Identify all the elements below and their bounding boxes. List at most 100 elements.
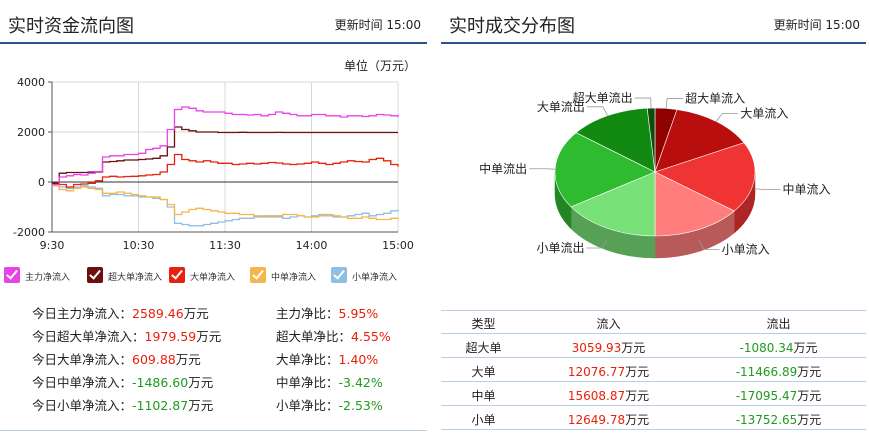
update-time: 15:00 (825, 18, 860, 32)
fund-flow-legend: 主力净流入 超大单净流入 大单净流入 中单净流入 小单净流入 (4, 266, 434, 286)
stat-row: 今日主力净流入：2589.46万元 主力净比：5.95% (0, 303, 427, 326)
unit-label: 单位（万元） (344, 59, 417, 73)
stat-label: 今日超大单净流入： (32, 329, 145, 344)
legend-checkbox-icon[interactable] (331, 267, 347, 283)
pie-slice (654, 109, 745, 173)
pie-slice-label: 小单流入 (722, 242, 770, 256)
stat-label: 大单净比： (276, 352, 339, 367)
net-ratio-stat: 超大单净比：4.55% (276, 326, 391, 345)
legend-checkbox-icon[interactable] (169, 267, 185, 283)
type-cell: 小单 (471, 413, 496, 427)
stat-label: 中单净比： (276, 375, 339, 390)
update-time: 15:00 (386, 18, 421, 32)
stat-unit: 万元 (196, 329, 222, 344)
series-line-1 (52, 106, 399, 186)
x-tick-label: 11:30 (209, 239, 241, 252)
net-inflow-stat: 今日主力净流入：2589.46万元 (32, 303, 209, 322)
stat-value: -3.42% (338, 375, 383, 390)
y-tick-label: 0 (38, 176, 45, 189)
outflow-cell: -17095.47万元 (735, 389, 822, 403)
legend-checkbox-icon[interactable] (250, 267, 266, 283)
stat-label: 今日小单净流入： (32, 398, 133, 413)
net-inflow-stat: 今日大单净流入：609.88万元 (32, 349, 201, 368)
trade-distribution-update-time: 更新时间 15:00 (774, 16, 860, 33)
legend-label: 中单净流入 (271, 273, 317, 283)
fund-flow-line-chart: 9:30 10:30 11:30 14:00 15:00 4000 2000 0 -2000 (13, 76, 414, 252)
trade-distribution-header: 实时成交分布图 更新时间 15:00 (441, 0, 866, 44)
legend-checkbox-icon[interactable] (87, 267, 103, 283)
outflow-cell: -13752.65万元 (735, 413, 822, 427)
pie-slice-label: 中单流入 (783, 182, 831, 197)
pie-leader-line (698, 240, 720, 250)
pie-slice-label: 大单流出 (537, 100, 585, 114)
pie-leader-line (586, 239, 608, 249)
pie-slice-label: 超大单流出 (573, 90, 633, 105)
fund-flow-title: 实时资金流向图 (8, 16, 134, 37)
stat-value: 609.88 (132, 352, 176, 367)
divider (0, 430, 427, 431)
update-label: 更新时间 (773, 18, 822, 32)
divider (441, 310, 866, 311)
stat-value: -2.53% (338, 398, 383, 413)
net-inflow-stat: 今日中单净流入：-1486.60万元 (32, 372, 213, 391)
stat-row: 今日超大单净流入：1979.59万元 超大单净比：4.55% (0, 326, 427, 349)
update-label: 更新时间 (334, 18, 383, 32)
type-cell: 大单 (471, 365, 496, 379)
pie-slice (654, 171, 735, 237)
stat-value: -1486.60 (132, 375, 189, 390)
pie-slice (654, 142, 756, 212)
table-cell: 流出 (766, 317, 791, 331)
stat-value: 1.40% (338, 352, 379, 367)
stat-row: 今日大单净流入：609.88万元 大单净比：1.40% (0, 349, 427, 372)
legend-label: 小单净流入 (352, 273, 398, 283)
pie-leader-line (586, 106, 609, 116)
stat-label: 今日主力净流入： (32, 306, 133, 321)
pie-slice (570, 171, 656, 237)
x-tick-label: 14:00 (296, 239, 328, 252)
pie-leader-line (715, 113, 739, 122)
outflow-cell: -1080.34万元 (739, 341, 818, 355)
stat-unit: 万元 (188, 375, 214, 390)
net-ratio-stat: 主力净比：5.95% (276, 303, 378, 322)
stat-label: 今日大单净流入： (32, 352, 133, 367)
inflow-cell: 12649.78万元 (567, 413, 650, 427)
legend-checkbox-icon[interactable] (4, 267, 20, 283)
series-line-2 (52, 126, 398, 184)
series-line-3 (52, 153, 399, 188)
stat-value: 4.55% (351, 329, 391, 344)
table-row: 小单 12649.78万元 -13752.65万元 (441, 406, 866, 430)
table-cell: 类型 (471, 317, 496, 331)
net-ratio-stat: 大单净比：1.40% (276, 349, 378, 368)
pie-leader-line (634, 97, 652, 109)
pie-leader-line (665, 98, 684, 109)
net-ratio-stat: 中单净比：-3.42% (276, 372, 383, 391)
stat-label: 超大单净比： (276, 329, 352, 344)
net-inflow-stat: 今日小单净流入：-1102.87万元 (32, 395, 213, 414)
pie-slice-label: 中单流出 (479, 161, 527, 176)
legend-label: 超大单净流入 (108, 273, 163, 283)
stat-label: 小单净比： (276, 398, 339, 413)
inflow-cell: 15608.87万元 (567, 389, 650, 403)
table-row: 超大单 3059.93万元 -1080.34万元 (441, 334, 866, 358)
pie-slice (575, 107, 656, 173)
stat-value: 2589.46 (132, 306, 184, 321)
fund-flow-update-time: 更新时间 15:00 (335, 16, 421, 33)
stat-unit: 万元 (188, 398, 214, 413)
type-cell: 中单 (471, 389, 496, 403)
series-line-4 (52, 185, 399, 221)
stat-value: -1102.87 (132, 398, 189, 413)
pie-slice-label: 超大单流入 (685, 90, 745, 105)
table-row: 大单 12076.77万元 -11466.89万元 (441, 358, 866, 382)
trade-distribution-title: 实时成交分布图 (449, 16, 575, 37)
stat-row: 今日中单净流入：-1486.60万元 中单净比：-3.42% (0, 372, 427, 395)
table-header-row: 类型 流入 流出 (441, 310, 866, 334)
outflow-cell: -11466.89万元 (735, 365, 822, 379)
y-tick-label: -2000 (13, 226, 45, 239)
stat-value: 1979.59 (144, 329, 197, 344)
type-cell: 超大单 (465, 341, 502, 355)
table-row: 中单 15608.87万元 -17095.47万元 (441, 382, 866, 406)
pie-slice-label: 小单流出 (536, 241, 584, 255)
stat-label: 今日中单净流入： (32, 375, 133, 390)
y-tick-label: 4000 (17, 76, 45, 89)
